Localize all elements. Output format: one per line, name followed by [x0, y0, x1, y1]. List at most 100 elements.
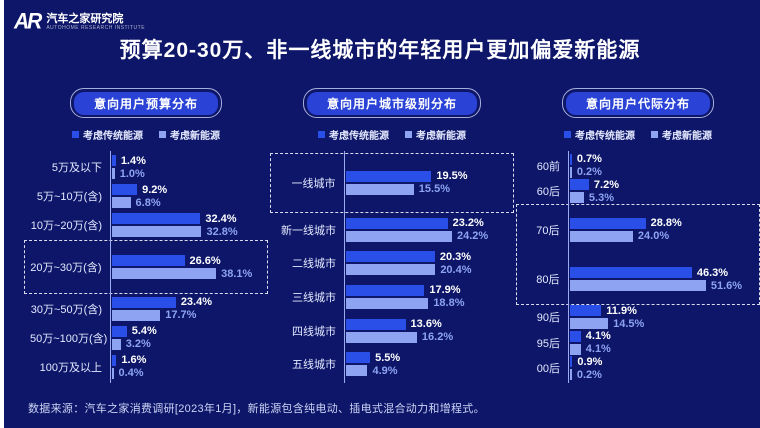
- bar-traditional: [570, 330, 581, 342]
- autohome-logo-mark: AR: [14, 9, 42, 34]
- row-bars: 11.9% 14.5%: [568, 305, 754, 330]
- bar-line-traditional: 4.1%: [570, 330, 754, 343]
- bar-new-energy: [569, 230, 633, 242]
- value-traditional: 13.6%: [410, 318, 442, 331]
- bar-line-new-energy: 4.1%: [570, 343, 754, 356]
- row-bars: 17.9% 18.8%: [344, 284, 508, 309]
- bar-traditional: [346, 318, 406, 330]
- value-new-energy: 24.0%: [637, 230, 670, 243]
- row-bars: 23.2% 24.2%: [344, 217, 508, 242]
- value-traditional: 28.8%: [650, 217, 682, 230]
- axis-line: [568, 151, 569, 383]
- chart-title: 意向用户预算分布: [73, 91, 218, 115]
- bar-line-traditional: 26.6%: [111, 255, 263, 267]
- row-bars: 23.4% 17.7%: [110, 296, 262, 321]
- bar-line-new-energy: 16.2%: [346, 331, 508, 344]
- row-label: 四线城市: [292, 325, 336, 338]
- bar-line-traditional: 19.5%: [345, 170, 509, 183]
- chart-row: 95后 4.1% 4.1%: [522, 330, 754, 355]
- bar-traditional: [570, 179, 589, 191]
- row-label: 95后: [536, 337, 560, 350]
- chart-row: 50万~100万(含) 5.4% 3.2%: [30, 323, 262, 352]
- row-bars: 0.7% 0.2%: [568, 153, 754, 178]
- value-new-energy: 14.5%: [613, 317, 645, 330]
- axis-line: [110, 151, 111, 383]
- legend-item-new-energy: 考虑新能源: [651, 127, 712, 142]
- legend-item-traditional: 考虑传统能源: [564, 127, 635, 142]
- bar-traditional: [112, 155, 116, 167]
- row-label: 100万及以上: [39, 361, 102, 374]
- row-label: 30万~50万(含): [30, 303, 102, 316]
- bar-new-energy: [112, 309, 161, 321]
- value-traditional: 5.5%: [375, 351, 401, 364]
- value-new-energy: 4.1%: [585, 343, 611, 356]
- row-label: 5万~10万(含): [36, 191, 102, 204]
- row-bars: 5.5% 4.9%: [344, 351, 508, 377]
- bar-line-new-energy: 1.0%: [112, 168, 262, 180]
- bar-line-new-energy: 51.6%: [569, 280, 755, 292]
- bar-new-energy: [346, 264, 436, 276]
- legend-label-traditional: 考虑传统能源: [83, 131, 143, 142]
- row-label: 10万~20万(含): [30, 220, 102, 233]
- value-traditional: 19.5%: [436, 170, 468, 183]
- bar-new-energy: [346, 331, 417, 343]
- bar-new-energy: [570, 166, 572, 178]
- highlight-box: 一线城市 19.5% 15.5%: [270, 153, 514, 213]
- bar-line-traditional: 20.3%: [346, 250, 508, 263]
- bar-new-energy: [346, 230, 452, 242]
- value-traditional: 23.2%: [452, 217, 484, 229]
- row-label: 70后: [536, 224, 560, 237]
- row-label: 00后: [536, 363, 560, 376]
- bar-traditional: [346, 352, 371, 364]
- bar-new-energy: [570, 318, 609, 330]
- bar-line-traditional: 46.3%: [569, 267, 755, 279]
- bar-traditional: [570, 356, 573, 368]
- row-label: 60前: [536, 160, 560, 173]
- legend-swatch-new-energy: [405, 131, 412, 138]
- row-bars: 5.4% 3.2%: [110, 325, 262, 350]
- chart-row: 三线城市 17.9% 18.8%: [276, 280, 508, 314]
- bar-line-traditional: 0.7%: [570, 153, 754, 165]
- row-bars: 13.6% 16.2%: [344, 318, 508, 344]
- chart-row: 5万~10万(含) 9.2% 6.8%: [30, 182, 262, 211]
- row-bars: 28.8% 24.0%: [568, 217, 755, 243]
- bar-traditional: [111, 255, 185, 266]
- chart-row: 30万~50万(含) 23.4% 17.7%: [30, 294, 262, 323]
- chart-legend: 考虑传统能源 考虑新能源: [30, 127, 262, 142]
- value-traditional: 9.2%: [142, 183, 168, 196]
- bar-line-traditional: 5.5%: [346, 351, 508, 364]
- bar-line-new-energy: 4.9%: [346, 364, 508, 377]
- logo-name-en: AUTOHOME RESEARCH INSTITUTE: [46, 24, 146, 31]
- chart-plot-area: 5万及以下 1.4% 1.0% 5万~10万(含) 9.2% 6.8% 10万~20万(含)…: [24, 151, 268, 383]
- bar-traditional: [345, 170, 432, 182]
- chart-legend: 考虑传统能源 考虑新能源: [276, 127, 508, 142]
- value-traditional: 4.1%: [585, 330, 611, 343]
- bar-line-traditional: 28.8%: [569, 217, 755, 230]
- bar-new-energy: [569, 280, 706, 291]
- chart-row: 二线城市 20.3% 20.4%: [276, 246, 508, 280]
- value-traditional: 17.9%: [429, 284, 461, 297]
- value-new-energy: 16.2%: [421, 331, 454, 344]
- bar-traditional: [112, 213, 201, 225]
- row-bars: 20.3% 20.4%: [344, 250, 508, 276]
- bar-traditional: [569, 267, 692, 278]
- bar-line-new-energy: 6.8%: [112, 196, 262, 209]
- row-bars: 0.9% 0.2%: [568, 356, 754, 381]
- value-new-energy: 0.4%: [118, 367, 144, 380]
- value-traditional: 20.3%: [439, 250, 472, 263]
- value-traditional: 5.4%: [131, 325, 157, 338]
- chart-row: 10万~20万(含) 32.4% 32.8%: [30, 211, 262, 240]
- bar-new-energy: [112, 367, 114, 379]
- row-label: 60后: [536, 186, 560, 199]
- legend-label-traditional: 考虑传统能源: [575, 131, 635, 142]
- bar-traditional: [112, 354, 117, 366]
- logo-name-cn: 汽车之家研究院: [46, 12, 124, 25]
- chart-row: 100万及以上 1.6% 0.4%: [30, 352, 262, 381]
- highlight-box: 20万~30万(含) 26.6% 38.1%: [24, 239, 268, 295]
- value-new-energy: 4.9%: [372, 364, 398, 377]
- bar-line-new-energy: 18.8%: [346, 297, 508, 309]
- value-new-energy: 6.8%: [135, 196, 161, 209]
- chart-row: 90后 11.9% 14.5%: [522, 305, 754, 330]
- row-bars: 19.5% 15.5%: [344, 170, 509, 195]
- bar-line-traditional: 23.2%: [346, 217, 508, 229]
